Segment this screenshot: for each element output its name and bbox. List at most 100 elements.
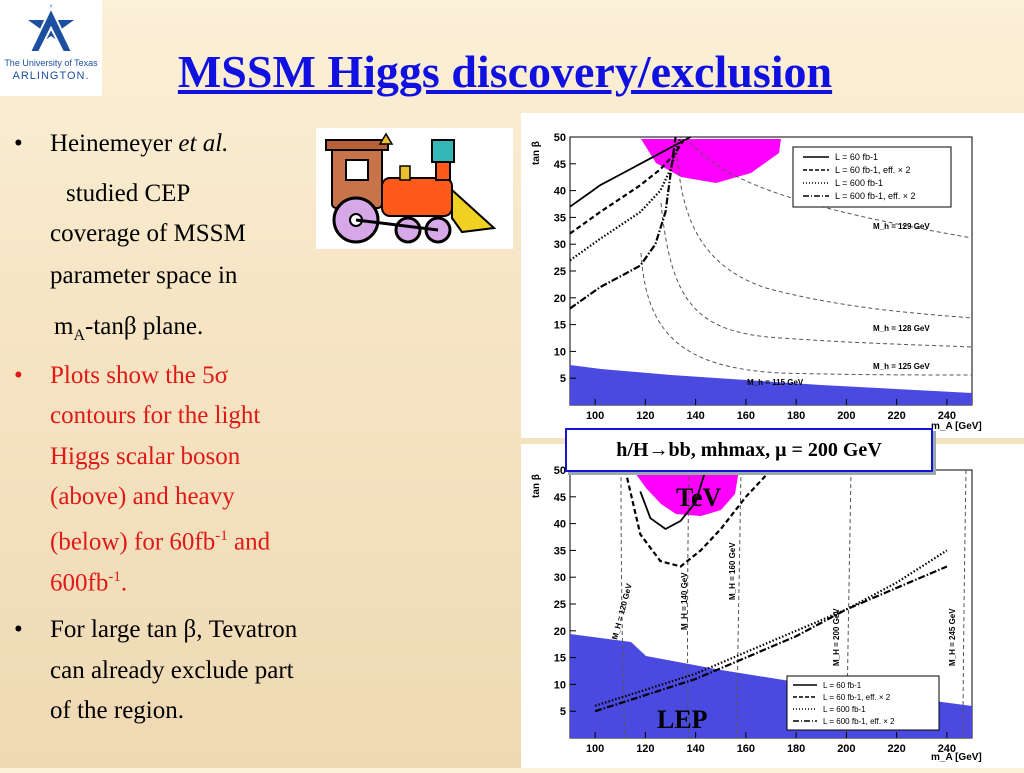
series-line-3 [569, 136, 677, 310]
bullet-text: mA-tanβ plane. [54, 311, 203, 351]
x-tick-label: 140 [686, 743, 704, 755]
legend-entry: L = 60 fb-1 [835, 152, 878, 162]
legend-entry: L = 600 fb-1, eff. × 2 [835, 191, 916, 201]
light-higgs-chart: 100 120 140 160 180 200 220 240 5 10 15 20 25 30 35 40… [531, 132, 982, 432]
y-tick-label: 10 [554, 346, 566, 358]
legend: L = 60 fb-1 L = 60 fb-1, eff. × 2 L = 60… [786, 675, 940, 731]
legend-entry: L = 600 fb-1 [823, 705, 866, 714]
y-tick-label: 50 [554, 132, 566, 144]
y-tick-label: 20 [554, 626, 566, 638]
legend: L = 60 fb-1 L = 60 fb-1, eff. × 2 L = 60… [792, 146, 952, 208]
y-tick-label: 35 [554, 212, 566, 224]
y-axis-label: tan β [531, 474, 542, 498]
mh-contour-line [640, 252, 973, 376]
mh-contour-line [687, 469, 690, 739]
logo-line1: The University of Texas [4, 58, 98, 68]
contour-annotation: M_H = 245 GeV [948, 608, 957, 666]
legend-entry: L = 600 fb-1 [835, 178, 883, 188]
x-tick-label: 140 [686, 410, 704, 422]
uta-star-emblem [28, 4, 74, 53]
y-tick-label: 30 [554, 239, 566, 251]
x-tick-label: 160 [737, 410, 755, 422]
x-tick-labels: 100 120 140 160 180 200 220 240 [586, 399, 956, 422]
x-tick-label: 200 [837, 743, 855, 755]
train-icon [325, 132, 497, 244]
bullet-text: (below) for 60fb-1 and [50, 521, 270, 557]
series-line-0 [639, 469, 707, 531]
x-tick-label: 120 [636, 410, 654, 422]
uta-logo: The University of Texas ARLINGTON. [0, 0, 102, 96]
x-tick-labels: 100 120 140 160 180 200 220 240 [586, 732, 956, 755]
bullet-text: Higgs scalar boson [50, 443, 241, 470]
series-line-0 [569, 136, 692, 208]
heavy-higgs-plot: 100 120 140 160 180 200 220 240 5 10 15 20 25 30 35 40… [521, 444, 1024, 768]
bullet-text-part: 600fb [50, 569, 109, 597]
mh-contour-line [620, 469, 626, 739]
bullet-text: can already exclude part [50, 657, 294, 684]
bullet-text: For large tan β, Tevatron [50, 616, 298, 643]
legend-entry: L = 60 fb-1, eff. × 2 [835, 165, 911, 175]
y-tick-label: 20 [554, 293, 566, 305]
x-tick-label: 100 [586, 743, 604, 755]
mh-contour-line [660, 202, 973, 348]
x-tick-label: 180 [787, 410, 805, 422]
bullet-text: parameter space in [50, 262, 238, 289]
mh-contour-line [675, 136, 973, 319]
y-tick-label: 30 [554, 572, 566, 584]
heavy-higgs-chart: 100 120 140 160 180 200 220 240 5 10 15 20 25 30 35 40… [531, 465, 982, 763]
contour-annotation: M_h = 128 GeV [873, 324, 930, 333]
bullet-text: (above) and heavy [50, 483, 235, 510]
y-tick-labels: 5 10 15 20 25 30 35 40 45 50 [554, 465, 576, 718]
x-tick-label: 100 [586, 410, 604, 422]
logo-line2: ARLINGTON. [12, 70, 90, 82]
y-tick-label: 45 [554, 492, 566, 504]
bullet-text-part: -tanβ plane. [85, 313, 204, 340]
lep-label: LEP [657, 705, 708, 734]
x-tick-label: 200 [837, 410, 855, 422]
y-tick-label: 5 [560, 373, 566, 385]
bullet-text-italic: et al. [178, 130, 229, 157]
lep-excluded-region [570, 365, 972, 405]
bullet-text-part: and [227, 528, 271, 556]
bullet-text: Plots show the 5σ [50, 362, 229, 389]
series-group [569, 136, 692, 310]
bullet-glyph: • [14, 362, 23, 389]
bullet-text-sup: -1 [215, 528, 228, 544]
bullet-text-part: Heinemeyer [50, 130, 179, 157]
bullet-text-part: m [54, 313, 74, 340]
series-line-1 [569, 136, 687, 235]
x-tick-label: 240 [938, 410, 956, 422]
x-tick-label: 240 [938, 743, 956, 755]
series-group [594, 469, 948, 713]
x-tick-label: 160 [737, 743, 755, 755]
y-tick-label: 25 [554, 599, 566, 611]
y-tick-label: 45 [554, 159, 566, 171]
y-tick-label: 35 [554, 545, 566, 557]
mh-contour-line [962, 469, 967, 739]
bullet-text: contours for the light [50, 402, 261, 429]
bullet-text-part: (below) for 60fb [50, 528, 216, 556]
y-tick-label: 10 [554, 679, 566, 691]
x-tick-label: 120 [636, 743, 654, 755]
mh-contours [640, 136, 973, 376]
x-axis-label: m_A [GeV] [931, 421, 982, 432]
x-axis-label: m_A [GeV] [931, 752, 982, 763]
y-tick-label: 5 [560, 706, 566, 718]
bullet-text-sub: A [73, 327, 86, 344]
x-tick-label: 220 [887, 410, 905, 422]
bullet-text: coverage of MSSM [50, 220, 246, 247]
legend-entry: L = 60 fb-1 [823, 681, 862, 690]
bullet-text: 600fb-1. [50, 562, 127, 598]
contour-annotation: M_h = 125 GeV [873, 362, 930, 371]
page-title: MSSM Higgs discovery/exclusion [177, 46, 833, 97]
tev-excluded-region [633, 470, 739, 516]
contour-annotation: M_H = 200 GeV [832, 608, 841, 666]
y-tick-label: 40 [554, 186, 566, 198]
contour-annotation: M_H = 140 GeV [680, 572, 689, 630]
light-higgs-plot: 100 120 140 160 180 200 220 240 5 10 15 20 25 30 35 40… [521, 113, 1024, 438]
plot-caption-callout: h/H→bb, mhmax, μ = 200 GeV [565, 428, 933, 472]
series-line-2 [569, 136, 682, 262]
bullet-glyph: • [14, 130, 23, 157]
contour-annotation: M_h = 115 GeV [747, 378, 804, 387]
tev-label: TeV [676, 483, 721, 512]
